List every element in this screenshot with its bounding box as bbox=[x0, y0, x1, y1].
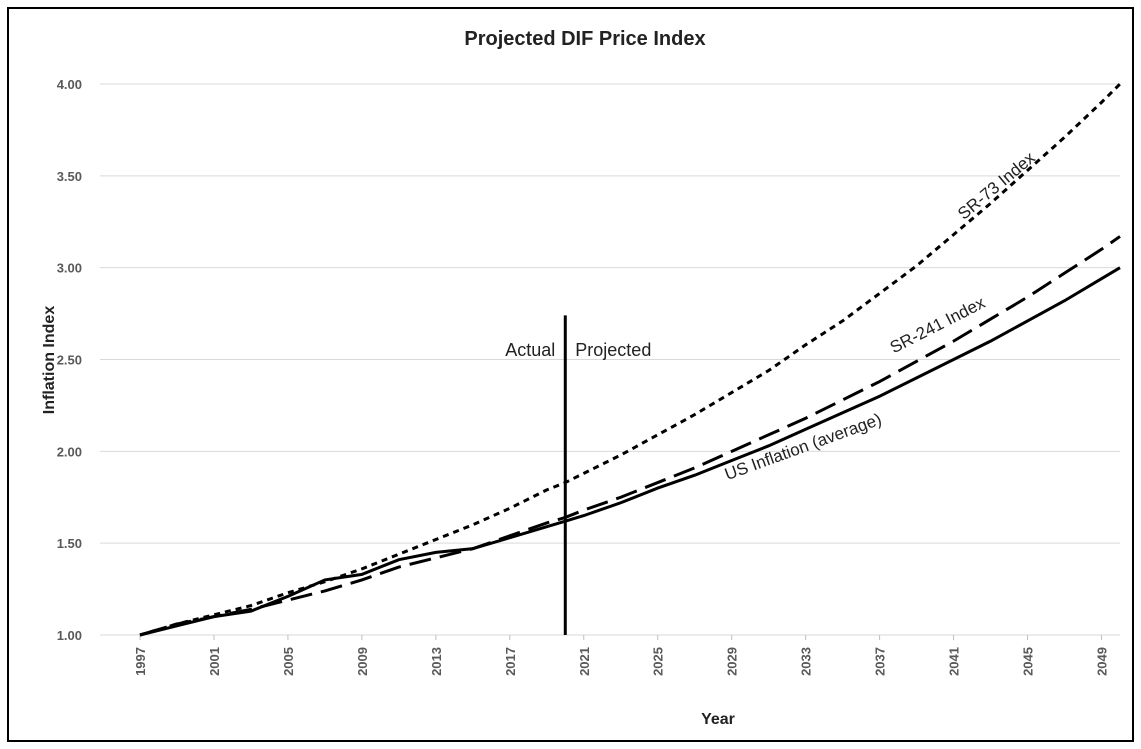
y-tick-label: 3.50 bbox=[57, 169, 82, 184]
x-tick-label: 2017 bbox=[503, 647, 518, 676]
x-tick-label: 2021 bbox=[577, 647, 592, 676]
y-axis-label: Inflation Index bbox=[41, 306, 58, 415]
x-tick-label: 2001 bbox=[207, 647, 222, 676]
divider-label: Projected bbox=[575, 340, 651, 360]
chart-frame bbox=[7, 7, 1134, 742]
x-tick-label: 2037 bbox=[873, 647, 888, 676]
y-tick-label: 2.50 bbox=[57, 353, 82, 368]
series-line bbox=[139, 266, 1121, 637]
divider-label: Actual bbox=[505, 340, 555, 360]
x-tick-label: 2029 bbox=[725, 647, 740, 676]
x-tick-label: 2049 bbox=[1095, 647, 1110, 676]
x-tick-label: 2033 bbox=[799, 647, 814, 676]
y-tick-label: 4.00 bbox=[57, 77, 82, 92]
x-tick-label: 2005 bbox=[281, 647, 296, 676]
x-tick-label: 2041 bbox=[947, 647, 962, 676]
chart-title: Projected DIF Price Index bbox=[464, 28, 705, 50]
series-line bbox=[139, 235, 1121, 637]
x-tick-label: 2025 bbox=[651, 647, 666, 676]
y-tick-label: 2.00 bbox=[57, 444, 82, 459]
x-axis-label: Year bbox=[701, 711, 735, 728]
x-tick-label: 2009 bbox=[355, 647, 370, 676]
y-tick-label: 1.50 bbox=[57, 536, 82, 551]
y-tick-label: 1.00 bbox=[57, 628, 82, 643]
x-tick-label: 2013 bbox=[429, 647, 444, 676]
y-tick-label: 3.00 bbox=[57, 261, 82, 276]
x-tick-label: 1997 bbox=[133, 647, 148, 676]
x-tick-label: 2045 bbox=[1021, 647, 1036, 676]
